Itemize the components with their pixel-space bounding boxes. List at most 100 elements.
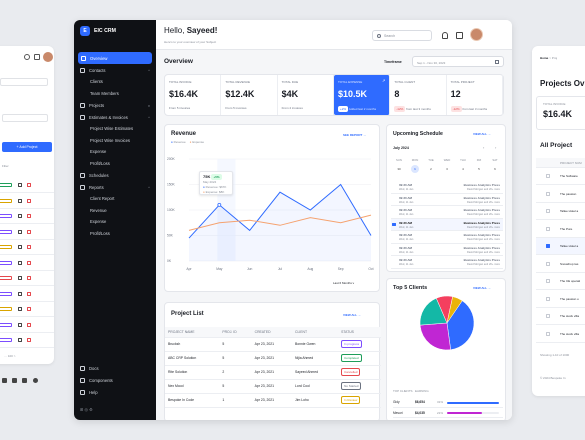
pie-slice[interactable] [419,322,451,351]
search-field[interactable] [0,78,48,86]
sidebar-subitem[interactable]: Expense [90,149,107,155]
edit-icon[interactable] [18,307,22,311]
calendar-day[interactable]: 3 [439,165,455,173]
sidebar-item[interactable]: Schedules [74,169,156,181]
kpi-card[interactable]: TOTAL DUE $4K From 2 invoices [278,75,334,115]
table-row[interactable]: The passion o [536,291,585,308]
sidebar-bottom-item[interactable]: Components [74,374,156,386]
delete-icon[interactable] [27,183,31,187]
schedule-event[interactable]: 09:30 AM Wed, 11 Jan Business Analytics Pr… [391,206,503,219]
edit-icon[interactable] [18,183,22,187]
column-header[interactable]: CREATED [251,327,292,338]
row-checkbox[interactable] [546,331,550,336]
edit-icon[interactable] [18,198,22,203]
add-project-button[interactable]: + Add Project [2,142,52,152]
facebook-icon[interactable] [22,378,27,383]
sidebar-subitem[interactable]: Project Wise Estimates [90,126,134,132]
delete-icon[interactable] [27,291,31,296]
table-row[interactable]: The Pure [536,221,585,238]
calendar-day[interactable]: 6 [487,165,503,173]
schedule-view-all[interactable]: VIEW ALL → [473,132,491,136]
table-row[interactable]: The stock villa [536,326,585,343]
table-row[interactable]: ABC CRP Solution 5 Apr 23, 2021 Nijia Ahmed… [165,351,381,366]
month-next-icon[interactable]: › [495,145,497,150]
list-item[interactable] [0,287,54,302]
column-header[interactable]: PROJECT NAME [165,327,220,338]
column-header[interactable]: CLIENT [292,327,339,338]
brand[interactable]: E EIC CRM [74,20,156,42]
kpi-card[interactable]: TOTAL PROJECT 12 -12% from last 3 months [447,75,503,115]
date-field[interactable] [2,114,48,122]
edit-icon[interactable] [18,245,22,249]
calendar-day[interactable]: 2 [423,165,439,173]
sidebar-item[interactable]: Projects v [74,99,156,111]
table-row[interactable]: Snowdrop tas [536,256,585,273]
clients-view-all[interactable]: VIEW ALL → [473,286,491,290]
list-item[interactable] [0,302,54,317]
row-checkbox[interactable] [546,226,550,231]
list-item[interactable] [0,225,54,240]
edit-icon[interactable] [18,322,22,327]
delete-icon[interactable] [27,198,31,203]
list-item[interactable] [0,240,54,255]
list-item[interactable] [0,194,54,209]
schedule-event[interactable]: 09:30 AM Wed, 11 Jan Business Analytics Pr… [391,194,503,206]
calendar-day[interactable]: 30 [391,165,407,173]
sidebar-subitem[interactable]: Clients [90,79,103,85]
see-report-link[interactable]: SEE REPORT → [343,133,367,137]
table-row[interactable]: Bespoke In Code 1 Apr 23, 2021 Jim Loho In R… [165,393,381,408]
client-row[interactable]: Mesuri $4,035 21% [393,408,503,418]
grid-icon[interactable] [456,32,463,39]
pie-slice[interactable] [446,300,475,351]
schedule-event[interactable]: 09:30 AM Wed, 11 Jan Business Analytics Pr… [391,244,503,256]
sidebar-subitem[interactable]: Project Wise Invoices [90,137,131,143]
sidebar-item[interactable]: Overview [78,52,152,64]
table-row[interactable]: Tallee Hotel a [536,203,585,220]
row-checkbox[interactable] [546,261,550,266]
chevron-icon[interactable]: ^ [148,184,150,190]
schedule-event[interactable]: 09:30 AM Wed, 11 Jan Business Analytics Pr… [391,181,503,194]
range-select[interactable]: Last 6 Months v [333,281,355,285]
sidebar-bottom-item[interactable]: Help [74,386,156,398]
github-icon[interactable] [33,378,38,383]
avatar[interactable] [43,52,53,62]
calendar-day[interactable]: 4 [455,165,471,173]
row-checkbox[interactable] [546,244,550,248]
edit-icon[interactable] [18,214,22,218]
pagination[interactable]: … 100 > [4,354,16,358]
edit-icon[interactable] [18,338,22,342]
month-prev-icon[interactable]: ‹ [483,145,485,150]
sidebar-subitem[interactable]: Profit/Loss [90,230,110,236]
calendar-day[interactable]: 1 [407,165,423,173]
project-view-all[interactable]: VIEW ALL → [343,313,361,317]
grid-icon[interactable] [34,54,40,60]
row-checkbox[interactable] [546,209,550,213]
sidebar-item[interactable]: Reports ^ [74,181,156,193]
row-checkbox[interactable] [546,314,550,318]
bell-icon[interactable] [24,54,30,60]
calendar-day[interactable]: 5 [471,165,487,173]
schedule-event[interactable]: 09:30 AM Wed, 11 Jan Business Analytics Pr… [391,256,503,269]
client-row[interactable]: Gidy $6,654 31% [393,397,503,408]
sidebar-footer-icons[interactable]: ⊞ ◎ ⚙ [80,407,93,412]
sidebar-subitem[interactable]: Profit/Loss [90,160,110,166]
delete-icon[interactable] [27,229,31,234]
avatar[interactable] [470,28,483,41]
edit-icon[interactable] [18,260,22,265]
breadcrumb[interactable]: Home > Proj [540,56,558,60]
table-row[interactable]: Brucksh 5 Apr 23, 2021 Bonnie Gwen In progre… [165,337,381,352]
list-item[interactable] [0,271,54,286]
sidebar-subitem[interactable]: Expense [90,219,107,225]
list-item[interactable] [0,318,54,333]
column-header[interactable]: PROJ. ID [219,327,252,338]
sidebar-subitem[interactable]: Team Members [90,90,119,96]
kpi-card[interactable]: TOTAL EXPENSE $10.5K +2% Added last 2 mont… [333,75,391,115]
chevron-icon[interactable]: v [148,102,150,108]
table-row[interactable]: Tallee Hotel a [536,238,585,255]
search-input[interactable]: Search [372,30,432,41]
kpi-card[interactable]: TOTAL REVENUE $12.4K From 5 invoices [221,75,278,115]
timeframe-picker[interactable]: Sep 1 - Nov 30, 2023 [412,56,504,67]
delete-icon[interactable] [27,260,31,265]
delete-icon[interactable] [27,322,31,327]
sidebar-subitem[interactable]: Revenue [90,207,107,213]
